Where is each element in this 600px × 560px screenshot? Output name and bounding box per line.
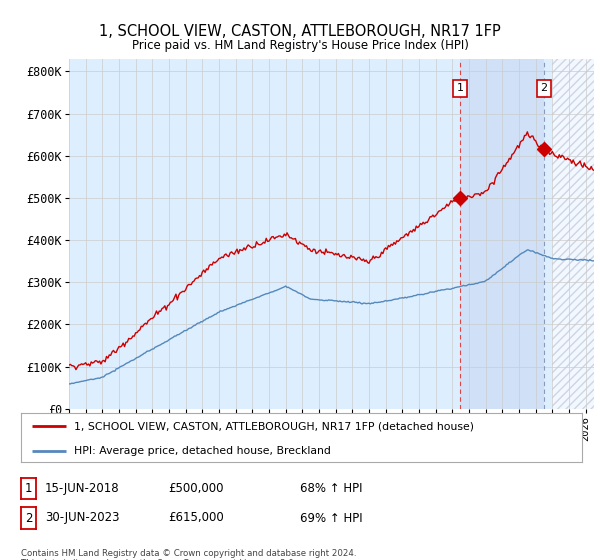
Text: 69% ↑ HPI: 69% ↑ HPI <box>300 511 362 525</box>
Text: 68% ↑ HPI: 68% ↑ HPI <box>300 482 362 495</box>
Text: 1: 1 <box>457 83 463 94</box>
Text: HPI: Average price, detached house, Breckland: HPI: Average price, detached house, Brec… <box>74 446 331 456</box>
Bar <box>553 59 594 409</box>
Text: 2: 2 <box>25 511 32 525</box>
Bar <box>460 59 544 409</box>
Text: £500,000: £500,000 <box>168 482 224 495</box>
Text: 1: 1 <box>25 482 32 495</box>
Text: £615,000: £615,000 <box>168 511 224 525</box>
Text: 30-JUN-2023: 30-JUN-2023 <box>45 511 119 525</box>
Text: Price paid vs. HM Land Registry's House Price Index (HPI): Price paid vs. HM Land Registry's House … <box>131 39 469 52</box>
Text: 15-JUN-2018: 15-JUN-2018 <box>45 482 119 495</box>
Text: Contains HM Land Registry data © Crown copyright and database right 2024.
This d: Contains HM Land Registry data © Crown c… <box>21 549 356 560</box>
Text: 1, SCHOOL VIEW, CASTON, ATTLEBOROUGH, NR17 1FP: 1, SCHOOL VIEW, CASTON, ATTLEBOROUGH, NR… <box>99 24 501 39</box>
Text: 1, SCHOOL VIEW, CASTON, ATTLEBOROUGH, NR17 1FP (detached house): 1, SCHOOL VIEW, CASTON, ATTLEBOROUGH, NR… <box>74 421 474 431</box>
Text: 2: 2 <box>541 83 548 94</box>
